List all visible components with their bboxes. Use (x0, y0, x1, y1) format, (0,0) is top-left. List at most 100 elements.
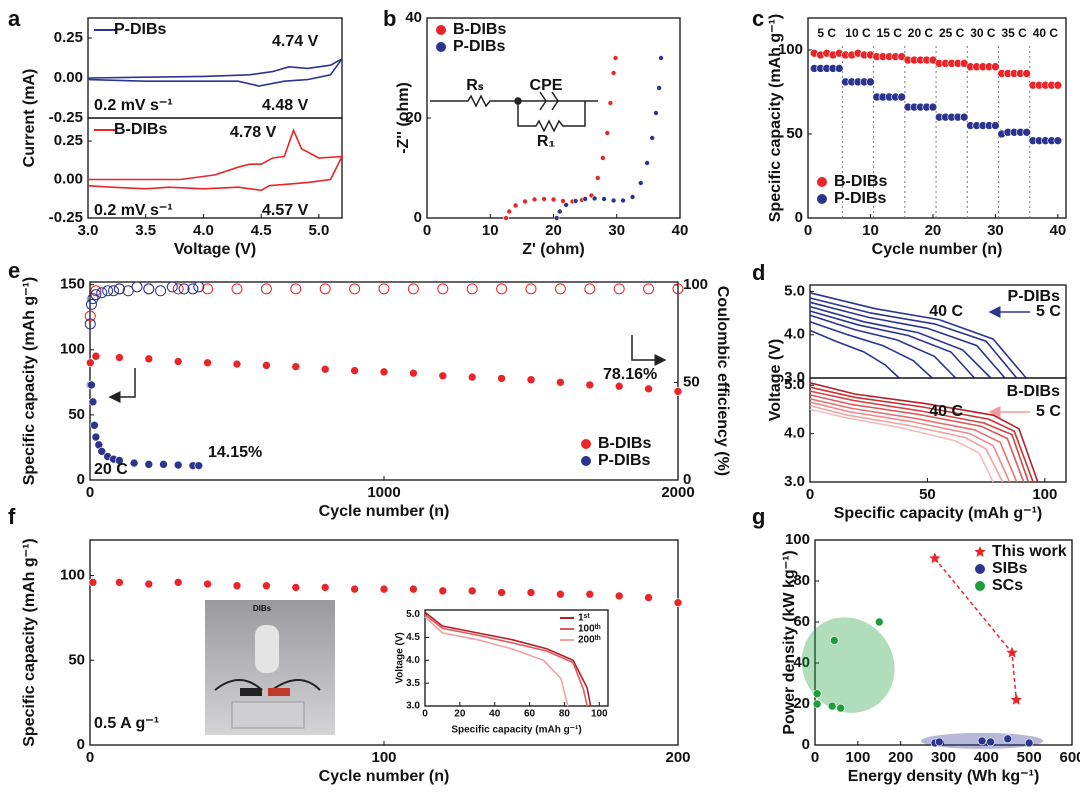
x-tick-label: 100 (371, 749, 396, 766)
point (959, 112, 969, 122)
point (613, 283, 625, 295)
point (614, 591, 624, 601)
y-axis-label: Specific capacity (mAh g⁻¹) (21, 277, 38, 486)
annotation: 4.57 V (262, 202, 309, 219)
series-line (424, 613, 588, 707)
x-tick-label: 40 (672, 222, 689, 239)
point (986, 737, 995, 747)
y-tick-label: 100 (60, 341, 85, 358)
point (85, 358, 95, 368)
point (812, 699, 822, 709)
legend-label: P-DIBs (114, 21, 167, 38)
point (673, 598, 683, 607)
point (378, 283, 390, 295)
point (649, 135, 655, 141)
point (166, 281, 178, 293)
annotation: 78.16% (603, 366, 657, 383)
y-tick-label: 50 (68, 651, 85, 668)
point (929, 552, 941, 564)
y2-tick-label: 0 (683, 471, 691, 488)
point (203, 579, 212, 589)
rate-label: 35 C (1001, 26, 1027, 40)
y-tick-label: 5.0 (784, 282, 805, 299)
x-axis-label: Voltage (V) (174, 241, 256, 258)
annotation: 5 C (1036, 403, 1061, 420)
annotation: DIBs (253, 604, 272, 613)
x-axis-label: Cycle number (n) (872, 241, 1003, 258)
x-tick-label: 10 (482, 222, 499, 239)
series-line (809, 404, 1004, 483)
y-tick-label: 60 (793, 613, 810, 630)
arrows (108, 306, 1030, 418)
point (319, 283, 331, 295)
annotation: B-DIBs (1007, 383, 1060, 400)
x-tick-label: 60 (524, 709, 536, 720)
point (1006, 646, 1018, 658)
point (129, 458, 139, 468)
point (1003, 734, 1013, 744)
point (991, 121, 1000, 130)
x-tick-label: 5.0 (308, 222, 329, 239)
legend-label: SCs (992, 577, 1023, 594)
point (407, 283, 419, 295)
point (131, 281, 143, 293)
point (497, 588, 506, 597)
point (827, 701, 837, 711)
y-tick-label: -0.25 (49, 209, 83, 226)
y-tick-label: 3.5 (406, 678, 420, 689)
point (525, 283, 537, 295)
panel-label: a (8, 6, 21, 31)
point (874, 617, 884, 627)
legend-swatch (581, 456, 591, 466)
x-tick-label: 0 (422, 709, 428, 720)
point (144, 579, 154, 589)
y-tick-label: 0 (77, 736, 85, 753)
y-axis-label: -Z'' (ohm) (395, 82, 412, 154)
series-line (809, 398, 1018, 483)
point (866, 77, 875, 87)
y-tick-label: 50 (786, 125, 803, 142)
point (572, 198, 579, 204)
point (610, 197, 617, 204)
point (85, 298, 97, 310)
point (115, 578, 124, 587)
point (91, 351, 101, 361)
y-tick-label: 4.0 (784, 425, 805, 442)
point (673, 387, 683, 396)
point (187, 283, 199, 295)
point (113, 283, 125, 295)
x-tick-label: 300 (931, 749, 956, 766)
point (531, 196, 538, 203)
series-line (809, 301, 1006, 379)
point (193, 281, 205, 293)
point (526, 588, 536, 597)
point (556, 378, 565, 387)
point (644, 160, 650, 166)
point (91, 432, 101, 442)
x-tick-label: 30 (987, 222, 1004, 239)
point (88, 578, 98, 587)
point (438, 371, 448, 381)
point (144, 354, 154, 364)
x-axis-label: Specific capacity (mAh g⁻¹) (451, 725, 581, 736)
point (1010, 693, 1022, 705)
point (467, 372, 477, 382)
point (108, 285, 120, 297)
point (834, 64, 844, 73)
y-tick-label: 40 (793, 654, 810, 671)
x-tick-label: 4.5 (251, 222, 272, 239)
rate-label: 10 C (845, 26, 871, 40)
series-line (809, 310, 975, 379)
point (437, 283, 449, 295)
series-line (87, 58, 343, 87)
panel-label: c (752, 6, 764, 31)
plot-frame (424, 609, 609, 707)
legend-label: P-DIBs (453, 38, 506, 55)
point (90, 420, 99, 430)
point (512, 202, 519, 209)
point (290, 283, 302, 295)
legend-label: B-DIBs (114, 121, 167, 138)
point (591, 195, 598, 202)
point (202, 283, 214, 295)
